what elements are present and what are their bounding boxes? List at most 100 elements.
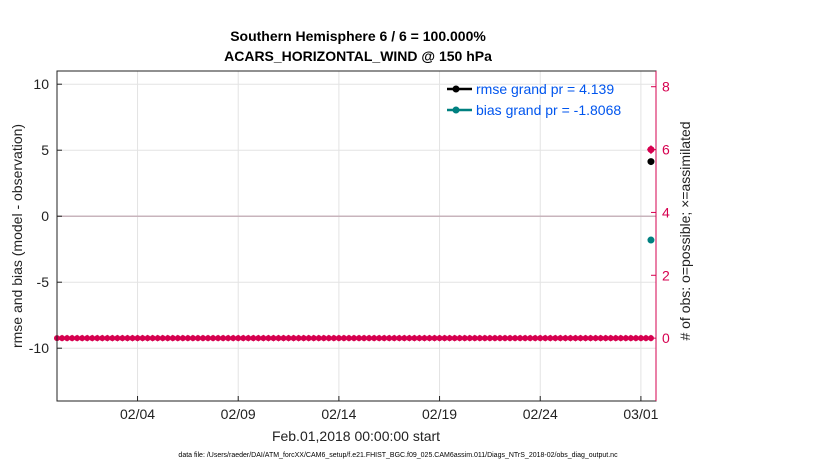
obs-assimilated-point <box>134 334 141 342</box>
obs-assimilated-point <box>174 334 181 342</box>
x-axis-label: Feb.01,2018 00:00:00 start <box>272 428 440 444</box>
obs-assimilated-point <box>406 334 413 342</box>
obs-assimilated-point <box>532 334 539 342</box>
legend: rmse grand pr = 4.139 bias grand pr = -1.… <box>447 81 621 118</box>
obs-assimilated-point <box>89 334 96 342</box>
obs-assimilated-point <box>637 334 644 342</box>
obs-assimilated-point <box>456 334 463 342</box>
obs-assimilated-point <box>315 334 322 342</box>
x-tick-label: 02/09 <box>221 406 256 422</box>
obs-assimilated-point <box>64 334 71 342</box>
obs-assimilated-point <box>250 334 257 342</box>
legend-bias-label: bias grand pr = -1.8068 <box>476 102 621 118</box>
grid <box>57 71 656 401</box>
obs-assimilated-point <box>310 334 317 342</box>
obs-assimilated-point <box>194 334 201 342</box>
obs-assimilated-point <box>144 334 151 342</box>
obs-assimilated-point <box>74 334 81 342</box>
rmse-point <box>647 158 655 166</box>
obs-assimilated-point <box>431 334 438 342</box>
y-axis-label: rmse and bias (model - observation) <box>9 124 25 348</box>
obs-assimilated-point <box>436 334 443 342</box>
obs-assimilated-point <box>104 334 111 342</box>
obs-assimilated-point <box>496 334 503 342</box>
obs-assimilated-point <box>280 334 287 342</box>
obs-assimilated-point <box>371 334 378 342</box>
x-tick-label: 03/01 <box>623 406 658 422</box>
obs-assimilated-point <box>69 334 76 342</box>
obs-assimilated-point <box>99 334 106 342</box>
footnote: data file: /Users/raeder/DAI/ATM_forcXX/… <box>178 452 618 459</box>
y-tick-label: 10 <box>33 76 49 92</box>
x-tick-label: 02/04 <box>120 406 155 422</box>
obs-assimilated-point <box>290 334 297 342</box>
data-marks <box>54 145 655 342</box>
obs-assimilated-point <box>305 334 312 342</box>
obs-assimilated-point <box>169 334 176 342</box>
obs-assimilated-point <box>94 334 101 342</box>
legend-rmse-marker <box>452 85 460 93</box>
obs-assimilated-point <box>552 334 559 342</box>
obs-assimilated-point <box>441 334 448 342</box>
obs-assimilated-point <box>255 334 262 342</box>
obs-assimilated-point <box>230 334 237 342</box>
obs-assimilated-point <box>356 334 363 342</box>
obs-assimilated-point <box>84 334 91 342</box>
obs-assimilated-point <box>220 334 227 342</box>
chart-subtitle: ACARS_HORIZONTAL_WIND @ 150 hPa <box>224 48 492 64</box>
x-tick-label: 02/19 <box>422 406 457 422</box>
axes: 02/04 02/09 02/14 02/19 02/24 03/01 -10 -5 0 5 10 0… <box>29 71 670 422</box>
obs-assimilated-point <box>381 334 388 342</box>
obs-assimilated-point <box>416 334 423 342</box>
obs-assimilated-point <box>481 334 488 342</box>
obs-assimilated-point <box>446 334 453 342</box>
obs-assimilated-point <box>642 334 649 342</box>
obs-assimilated-point <box>396 334 403 342</box>
obs-assimilated-point <box>542 334 549 342</box>
obs-assimilated-point <box>451 334 458 342</box>
obs-assimilated-point <box>471 334 478 342</box>
obs-assimilated-point <box>461 334 468 342</box>
legend-rmse-label: rmse grand pr = 4.139 <box>476 81 614 97</box>
obs-assimilated-point <box>340 334 347 342</box>
obs-assimilated-point <box>159 334 166 342</box>
obs-assimilated-point <box>391 334 398 342</box>
obs-assimilated-point <box>154 334 161 342</box>
obs-assimilated-point <box>476 334 483 342</box>
obs-assimilated-point <box>300 334 307 342</box>
y-right-tick-label: 0 <box>662 330 670 346</box>
y-right-tick-label: 8 <box>662 79 670 95</box>
obs-assimilated-point <box>507 334 514 342</box>
obs-assimilated-point <box>265 334 272 342</box>
y-tick-label: 5 <box>41 142 49 158</box>
obs-assimilated-point <box>335 334 342 342</box>
obs-assimilated-point <box>577 334 584 342</box>
obs-assimilated-point <box>285 334 292 342</box>
obs-assimilated-point <box>114 334 121 342</box>
obs-assimilated-point <box>119 334 126 342</box>
x-tick-label: 02/14 <box>321 406 356 422</box>
obs-assimilated-point <box>567 334 574 342</box>
obs-assimilated-point <box>522 334 529 342</box>
obs-assimilated-point <box>210 334 217 342</box>
obs-assimilated-point <box>597 334 604 342</box>
obs-assimilated-point <box>376 334 383 342</box>
chart-title: Southern Hemisphere 6 / 6 = 100.000% <box>230 28 486 44</box>
obs-assimilated-point <box>350 334 357 342</box>
obs-assimilated-point <box>245 334 252 342</box>
obs-assimilated-point <box>627 334 634 342</box>
obs-assimilated-point <box>622 334 629 342</box>
y-tick-label: -10 <box>29 340 49 356</box>
obs-assimilated-point <box>466 334 473 342</box>
x-tick-label: 02/24 <box>523 406 558 422</box>
obs-assimilated-point <box>557 334 564 342</box>
obs-assimilated-point <box>225 334 232 342</box>
obs-assimilated-point <box>59 334 66 342</box>
obs-assimilated-point <box>179 334 186 342</box>
obs-assimilated-final-point <box>646 145 655 155</box>
obs-assimilated-point <box>411 334 418 342</box>
obs-assimilated-point <box>547 334 554 342</box>
obs-assimilated-point <box>491 334 498 342</box>
obs-assimilated-point <box>426 334 433 342</box>
